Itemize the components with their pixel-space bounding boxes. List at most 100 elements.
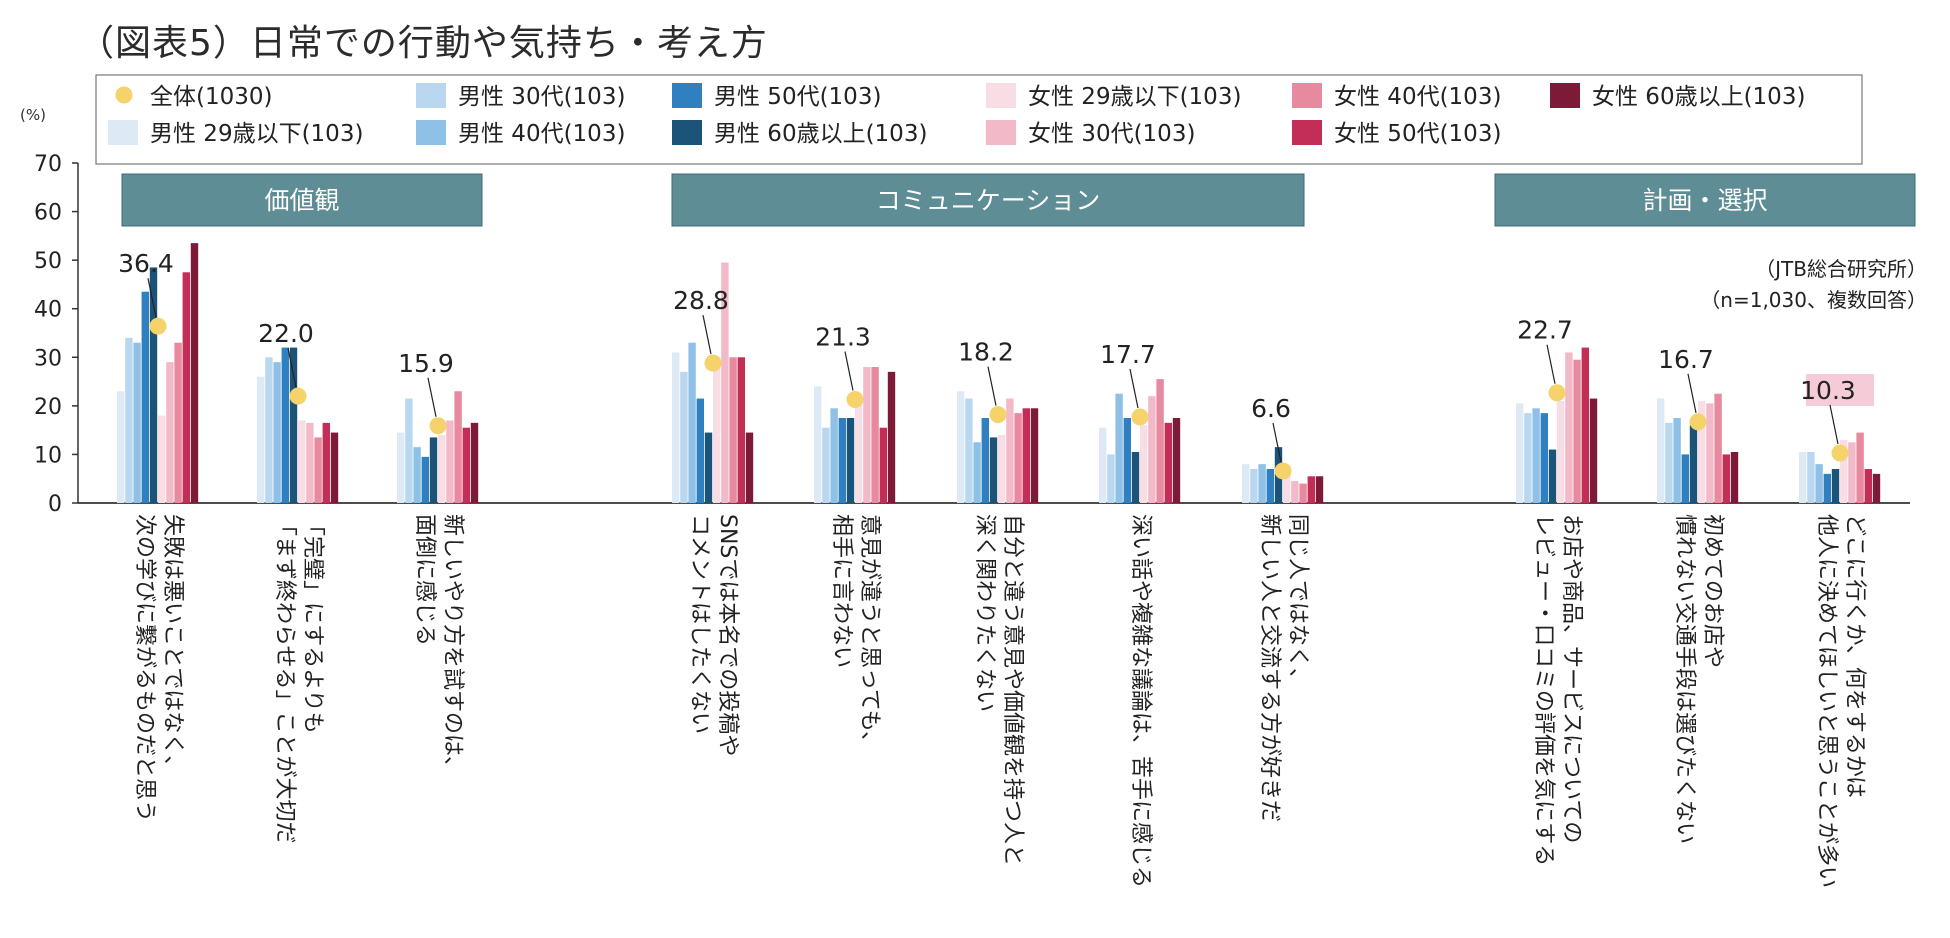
bar (1681, 454, 1689, 503)
legend-label: 女性 50代(103) (1334, 121, 1501, 147)
bar (1831, 469, 1840, 503)
bar (273, 362, 281, 503)
legend-label: 女性 40代(103) (1334, 84, 1501, 110)
total-dot (1131, 408, 1149, 426)
bar (1283, 473, 1291, 503)
legend-swatch (672, 83, 702, 108)
bar (265, 357, 273, 503)
category-label: 相手に言わない (829, 514, 854, 668)
category-label: 深い話や複雑な議論は、苦手に感じる (1128, 514, 1153, 888)
total-value-label: 22.7 (1517, 316, 1573, 345)
bar (1548, 449, 1557, 503)
bar (289, 347, 298, 503)
bar (1657, 398, 1665, 503)
legend-label: 女性 29歳以下(103) (1028, 84, 1241, 110)
bar (981, 418, 989, 503)
bar (973, 442, 981, 503)
bar (1164, 422, 1172, 503)
bar (141, 291, 149, 503)
bar (814, 386, 822, 503)
category-label: 次の学びに繋がるものだと思う (132, 514, 157, 822)
total-dot (149, 317, 167, 335)
bar (438, 435, 446, 503)
category-label: 新しいやり方を試すのは、 (440, 514, 465, 778)
bar (1022, 408, 1030, 503)
category-label: 「完璧」にするよりも (300, 514, 325, 734)
bar (1665, 422, 1673, 503)
legend-label: 男性 60歳以上(103) (714, 121, 927, 147)
legend-swatch (416, 120, 446, 145)
bar (1156, 379, 1164, 503)
bar (158, 415, 166, 503)
total-value-label: 18.2 (958, 338, 1014, 367)
bar (454, 391, 462, 503)
category-label: 失敗は悪いことではなく、 (160, 514, 185, 777)
group-header (671, 173, 1305, 227)
bar (1573, 359, 1581, 503)
legend-label: 女性 60歳以上(103) (1592, 84, 1805, 110)
bar (871, 367, 879, 503)
value-leader-line (147, 278, 157, 318)
bar (1815, 464, 1823, 503)
bar (672, 352, 680, 503)
category-label: どこに行くか、何をするかは (1842, 514, 1867, 798)
y-tick-label: 60 (34, 201, 62, 226)
legend-swatch (1292, 120, 1322, 145)
bar (1589, 398, 1598, 503)
y-axis-unit: (%) (20, 106, 46, 124)
bar (1872, 473, 1881, 503)
bar (1148, 396, 1156, 503)
bar (149, 267, 158, 503)
bar (998, 435, 1006, 503)
bar (1099, 427, 1107, 503)
bar (704, 432, 713, 503)
total-dot (846, 391, 864, 409)
bar (1258, 464, 1266, 503)
bar (1123, 418, 1131, 503)
bar (1030, 408, 1039, 503)
bar (838, 418, 846, 503)
bar (855, 396, 863, 503)
bar (462, 427, 470, 503)
value-leader-line (1829, 404, 1839, 445)
bar (1856, 432, 1864, 503)
category-label: 他人に決めてほしいと思うことが多い (1814, 514, 1839, 888)
bar (1848, 442, 1856, 503)
category-label: 深く関わりたくない (972, 514, 997, 712)
total-value-label: 6.6 (1251, 394, 1291, 423)
bar (688, 342, 696, 503)
bar (1140, 425, 1148, 503)
total-value-label: 17.7 (1100, 340, 1156, 369)
bar (1006, 398, 1014, 503)
bar (1840, 439, 1848, 503)
bar (1299, 483, 1307, 503)
category-label: レビュー・口コミの評価を気にする (1531, 514, 1556, 866)
legend-label: 女性 30代(103) (1028, 121, 1195, 147)
bar (421, 456, 429, 503)
bar (696, 398, 704, 503)
category-label: 同じ人ではなく、 (1285, 514, 1310, 690)
bar (1799, 452, 1807, 503)
category-label: 慣れない交通手段は選びたくない (1672, 514, 1697, 844)
bar (1107, 454, 1115, 503)
bar (330, 432, 339, 503)
bar (721, 262, 729, 503)
bar (298, 420, 306, 503)
bar (1516, 403, 1524, 503)
bar (1557, 401, 1565, 503)
bar (1250, 469, 1258, 503)
total-dot (429, 417, 447, 435)
source-note: （JTB総合研究所） (1755, 257, 1927, 281)
bar (429, 437, 438, 503)
legend-swatch (672, 120, 702, 145)
total-dot (989, 406, 1007, 424)
bar (1864, 469, 1872, 503)
bar (1014, 413, 1022, 503)
total-value-label: 28.8 (673, 286, 729, 315)
value-callout-bg (1806, 373, 1874, 406)
bar (887, 371, 896, 503)
legend-swatch (416, 83, 446, 108)
bar (1115, 393, 1123, 503)
bar (446, 420, 454, 503)
